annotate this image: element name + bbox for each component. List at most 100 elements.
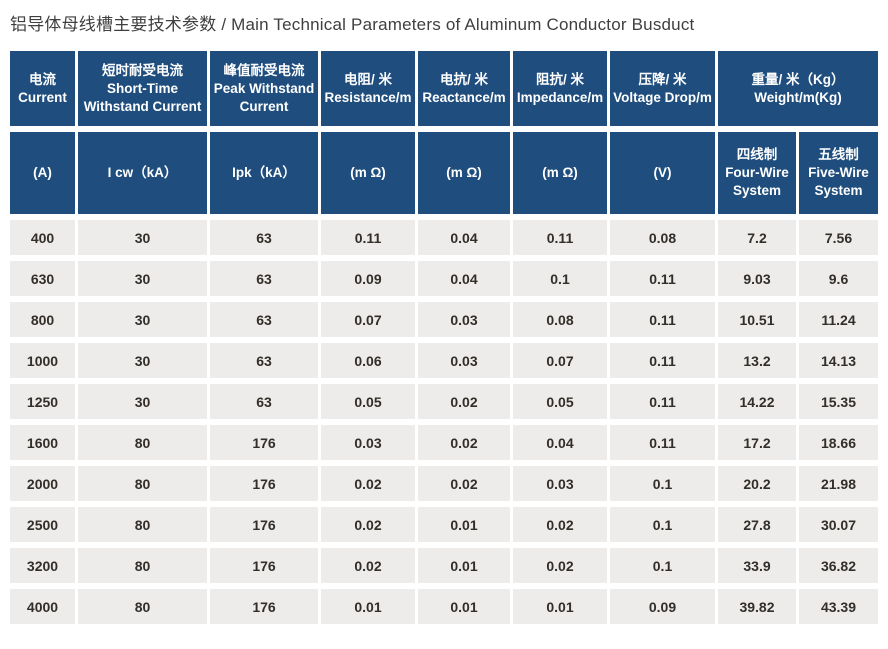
cell-reactance: 0.04: [418, 220, 510, 255]
header-peak-withstand: 峰值耐受电流 Peak Withstand Current: [210, 51, 318, 126]
table-row: 3200 80 176 0.02 0.01 0.02 0.1 33.9 36.82: [10, 548, 878, 583]
header-short-time-zh: 短时耐受电流: [102, 62, 183, 78]
header-resistance-zh: 电阻/ 米: [343, 71, 392, 87]
cell-five-wire-weight: 7.56: [799, 220, 878, 255]
cell-impedance: 0.11: [513, 220, 607, 255]
cell-impedance: 0.1: [513, 261, 607, 296]
cell-reactance: 0.03: [418, 343, 510, 378]
cell-five-wire-weight: 36.82: [799, 548, 878, 583]
header-four-wire-zh: 四线制: [736, 147, 778, 162]
cell-voltage-drop: 0.08: [610, 220, 715, 255]
cell-voltage-drop: 0.11: [610, 343, 715, 378]
unit-voltage-drop: (V): [610, 132, 715, 214]
page-title: 铝导体母线槽主要技术参数 / Main Technical Parameters…: [10, 15, 695, 34]
cell-ipk: 176: [210, 507, 318, 542]
cell-voltage-drop: 0.1: [610, 548, 715, 583]
cell-impedance: 0.01: [513, 589, 607, 624]
cell-ipk: 176: [210, 548, 318, 583]
cell-resistance: 0.02: [321, 548, 415, 583]
cell-current: 1000: [10, 343, 75, 378]
cell-five-wire-weight: 43.39: [799, 589, 878, 624]
header-short-time-en: Short-Time Withstand Current: [83, 80, 202, 114]
header-voltage-drop: 压降/ 米 Voltage Drop/m: [610, 51, 715, 126]
header-reactance-zh: 电抗/ 米: [439, 71, 488, 87]
cell-icw: 30: [78, 261, 207, 296]
cell-reactance: 0.03: [418, 302, 510, 337]
cell-resistance: 0.02: [321, 507, 415, 542]
cell-ipk: 176: [210, 466, 318, 501]
header-short-time-withstand: 短时耐受电流 Short-Time Withstand Current: [78, 51, 207, 126]
cell-icw: 30: [78, 384, 207, 419]
cell-five-wire-weight: 18.66: [799, 425, 878, 460]
cell-four-wire-weight: 9.03: [718, 261, 796, 296]
table-row: 2500 80 176 0.02 0.01 0.02 0.1 27.8 30.07: [10, 507, 878, 542]
cell-four-wire-weight: 20.2: [718, 466, 796, 501]
cell-five-wire-weight: 21.98: [799, 466, 878, 501]
unit-ipk: Ipk（kA）: [210, 132, 318, 214]
cell-voltage-drop: 0.09: [610, 589, 715, 624]
cell-current: 1600: [10, 425, 75, 460]
table-row: 1250 30 63 0.05 0.02 0.05 0.11 14.22 15.35: [10, 384, 878, 419]
header-impedance-zh: 阻抗/ 米: [535, 71, 584, 87]
cell-voltage-drop: 0.1: [610, 507, 715, 542]
cell-four-wire-weight: 33.9: [718, 548, 796, 583]
cell-four-wire-weight: 39.82: [718, 589, 796, 624]
cell-four-wire-weight: 27.8: [718, 507, 796, 542]
cell-resistance: 0.06: [321, 343, 415, 378]
cell-ipk: 63: [210, 220, 318, 255]
cell-current: 2500: [10, 507, 75, 542]
header-reactance-en: Reactance/m: [422, 89, 506, 105]
cell-current: 3200: [10, 548, 75, 583]
cell-ipk: 176: [210, 425, 318, 460]
cell-current: 4000: [10, 589, 75, 624]
cell-voltage-drop: 0.1: [610, 466, 715, 501]
cell-ipk: 63: [210, 384, 318, 419]
cell-resistance: 0.05: [321, 384, 415, 419]
cell-reactance: 0.01: [418, 589, 510, 624]
cell-four-wire-weight: 17.2: [718, 425, 796, 460]
cell-ipk: 176: [210, 589, 318, 624]
cell-reactance: 0.02: [418, 384, 510, 419]
table-row: 2000 80 176 0.02 0.02 0.03 0.1 20.2 21.98: [10, 466, 878, 501]
cell-impedance: 0.02: [513, 507, 607, 542]
cell-current: 1250: [10, 384, 75, 419]
header-peak-en: Peak Withstand Current: [213, 80, 315, 114]
cell-five-wire-weight: 14.13: [799, 343, 878, 378]
table-row: 1600 80 176 0.03 0.02 0.04 0.11 17.2 18.66: [10, 425, 878, 460]
cell-resistance: 0.03: [321, 425, 415, 460]
cell-impedance: 0.02: [513, 548, 607, 583]
header-current-zh: 电流: [29, 71, 56, 87]
unit-resistance: (m Ω): [321, 132, 415, 214]
cell-ipk: 63: [210, 261, 318, 296]
cell-resistance: 0.01: [321, 589, 415, 624]
parameters-table: 电流 Current 短时耐受电流 Short-Time Withstand C…: [7, 45, 881, 630]
cell-icw: 80: [78, 425, 207, 460]
table-header: 电流 Current 短时耐受电流 Short-Time Withstand C…: [10, 51, 878, 214]
header-five-wire-en: Five-Wire System: [808, 165, 869, 198]
unit-reactance: (m Ω): [418, 132, 510, 214]
cell-voltage-drop: 0.11: [610, 261, 715, 296]
cell-impedance: 0.08: [513, 302, 607, 337]
table-row: 400 30 63 0.11 0.04 0.11 0.08 7.2 7.56: [10, 220, 878, 255]
table-row: 4000 80 176 0.01 0.01 0.01 0.09 39.82 43.39: [10, 589, 878, 624]
cell-four-wire-weight: 14.22: [718, 384, 796, 419]
cell-icw: 80: [78, 548, 207, 583]
header-resistance-en: Resistance/m: [324, 89, 412, 105]
unit-current: (A): [10, 132, 75, 214]
cell-icw: 80: [78, 589, 207, 624]
table-body: 400 30 63 0.11 0.04 0.11 0.08 7.2 7.56 630 30 63 0.0…: [10, 220, 878, 624]
cell-four-wire-weight: 7.2: [718, 220, 796, 255]
cell-reactance: 0.01: [418, 507, 510, 542]
cell-resistance: 0.09: [321, 261, 415, 296]
header-five-wire: 五线制 Five-Wire System: [799, 132, 878, 214]
header-peak-zh: 峰值耐受电流: [223, 62, 305, 78]
header-voltage-drop-zh: 压降/ 米: [638, 71, 687, 87]
cell-current: 630: [10, 261, 75, 296]
cell-current: 400: [10, 220, 75, 255]
cell-resistance: 0.02: [321, 466, 415, 501]
header-weight: 重量/ 米（Kg） Weight/m(Kg): [718, 51, 878, 126]
header-impedance-en: Impedance/m: [516, 89, 604, 105]
cell-resistance: 0.07: [321, 302, 415, 337]
header-weight-en: Weight/m(Kg): [754, 89, 842, 105]
cell-reactance: 0.01: [418, 548, 510, 583]
